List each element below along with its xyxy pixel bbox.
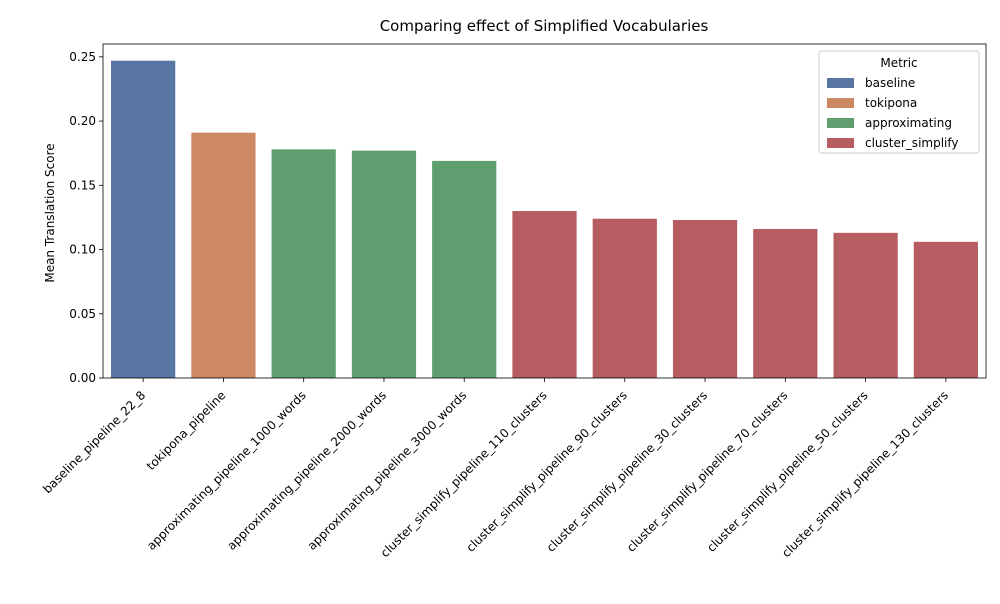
- y-tick-label: 0.15: [69, 178, 96, 192]
- y-tick-label: 0.05: [69, 307, 96, 321]
- bar-cluster_simplify_pipeline_50_clusters: [833, 232, 898, 378]
- legend-swatch-tokipona: [827, 98, 854, 108]
- x-tick-label: approximating_pipeline_2000_words: [224, 388, 389, 553]
- bar-approximating_pipeline_1000_words: [271, 149, 336, 378]
- bar-cluster_simplify_pipeline_70_clusters: [753, 228, 818, 378]
- legend: Metric baseline tokipona approximating clus…: [818, 50, 980, 154]
- x-tick-label: approximating_pipeline_1000_words: [144, 388, 309, 553]
- bar-tokipona_pipeline: [191, 132, 256, 378]
- legend-label-approximating: approximating: [865, 116, 952, 130]
- x-tick-label: cluster_simplify_pipeline_30_clusters: [544, 388, 710, 554]
- x-tick-label: cluster_simplify_pipeline_70_clusters: [624, 388, 790, 554]
- y-axis-label: Mean Translation Score: [43, 143, 57, 282]
- bar-cluster_simplify_pipeline_90_clusters: [592, 218, 657, 378]
- bar-approximating_pipeline_2000_words: [351, 150, 417, 378]
- bar-cluster_simplify_pipeline_30_clusters: [672, 219, 738, 378]
- legend-title: Metric: [880, 56, 917, 70]
- y-tick-label: 0.00: [69, 371, 96, 385]
- plot-frame: [102, 43, 987, 379]
- bars-group: [111, 60, 978, 378]
- legend-swatch-baseline: [827, 78, 854, 88]
- y-tick-label: 0.20: [69, 114, 96, 128]
- x-tick-label: approximating_pipeline_3000_words: [305, 388, 470, 553]
- bar-cluster_simplify_pipeline_110_clusters: [512, 211, 577, 378]
- bar-cluster_simplify_pipeline_130_clusters: [913, 241, 978, 378]
- y-tick-label: 0.10: [69, 243, 96, 257]
- y-axis: 0.00 0.05 0.10 0.15 0.20 0.25: [69, 50, 103, 385]
- legend-swatch-approximating: [827, 118, 854, 128]
- x-tick-label: cluster_simplify_pipeline_90_clusters: [463, 388, 629, 554]
- x-tick-label: cluster_simplify_pipeline_110_clusters: [378, 388, 550, 560]
- legend-box: [818, 50, 980, 154]
- bar-approximating_pipeline_3000_words: [432, 160, 497, 378]
- x-tick-label: tokipona_pipeline: [144, 388, 229, 473]
- y-tick-label: 0.25: [69, 50, 96, 64]
- legend-label-tokipona: tokipona: [865, 96, 917, 110]
- chart-title: Comparing effect of Simplified Vocabular…: [380, 17, 709, 35]
- x-tick-label: cluster_simplify_pipeline_50_clusters: [704, 388, 870, 554]
- legend-label-cluster_simplify: cluster_simplify: [865, 136, 959, 150]
- legend-swatch-cluster_simplify: [827, 138, 854, 148]
- legend-entries: baseline tokipona approximating cluster_sim…: [827, 76, 959, 150]
- x-tick-label: cluster_simplify_pipeline_130_clusters: [779, 388, 951, 560]
- x-tick-label: baseline_pipeline_22_8: [40, 388, 148, 496]
- x-axis: baseline_pipeline_22_8tokipona_pipelinea…: [40, 378, 951, 560]
- bar-baseline_pipeline_22_8: [111, 60, 176, 378]
- legend-label-baseline: baseline: [865, 76, 915, 90]
